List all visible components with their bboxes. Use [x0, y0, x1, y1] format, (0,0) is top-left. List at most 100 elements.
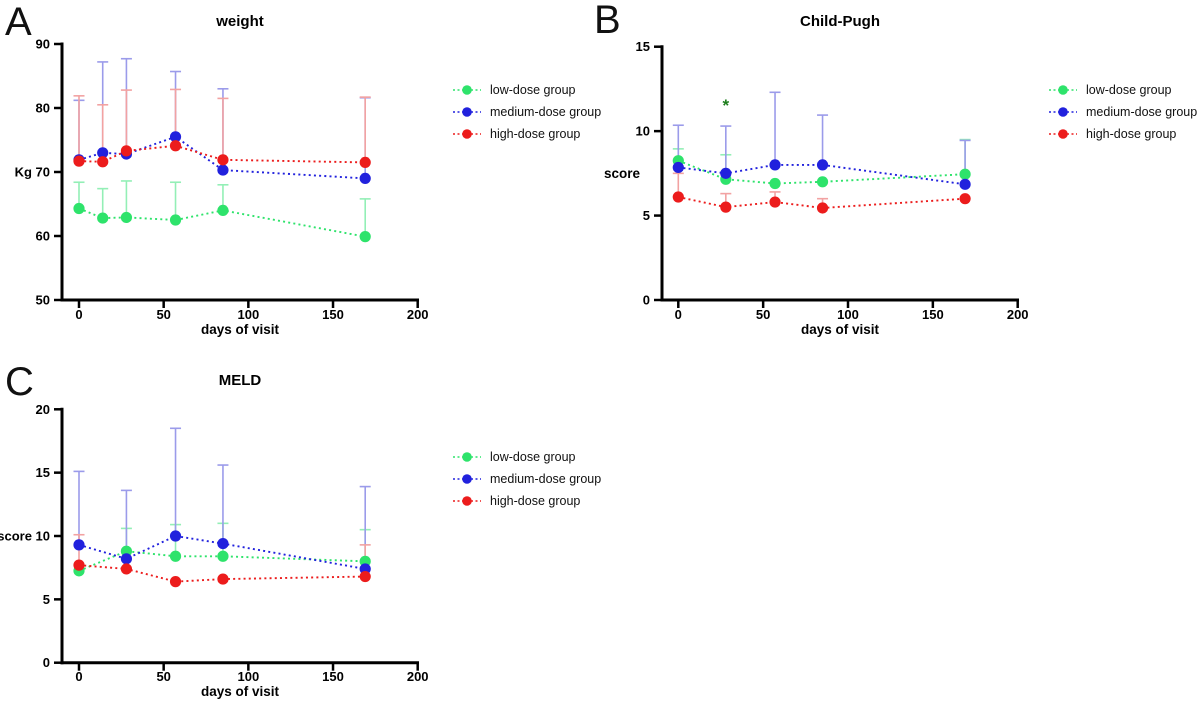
data-point: [169, 530, 182, 542]
data-point: [169, 131, 182, 143]
x-tick-label: 150: [322, 307, 344, 322]
legend-label: medium-dose group: [490, 105, 602, 119]
data-point: [769, 196, 781, 208]
data-point: [169, 140, 182, 152]
legend-dot: [462, 452, 472, 462]
legend-dot: [1058, 107, 1068, 117]
data-point: [720, 167, 732, 179]
legend-label: low-dose group: [490, 450, 576, 464]
chart-title: weight: [215, 13, 264, 30]
x-tick-label: 100: [237, 669, 259, 684]
data-point: [217, 550, 229, 562]
legend-item: low-dose group: [452, 79, 601, 101]
data-point: [120, 145, 133, 157]
data-point: [169, 550, 182, 562]
legend-item: low-dose group: [452, 446, 601, 468]
series-points-high: [73, 140, 371, 168]
series-line-medium: [78, 535, 366, 570]
legend-item: high-dose group: [452, 490, 601, 512]
legend-label: high-dose group: [1086, 127, 1177, 141]
legend-item: low-dose group: [1048, 79, 1197, 101]
error-bars-high: [672, 172, 829, 208]
legend-marker-icon: [1049, 107, 1077, 117]
data-point: [120, 553, 133, 565]
legend-item: medium-dose group: [1048, 101, 1197, 123]
data-point: [359, 156, 371, 168]
x-tick-label: 200: [1007, 307, 1029, 322]
weight-chart: 50 60 Kg 70 80 90 0 50 100 150 200 weight days of v…: [15, 13, 429, 337]
legend-label: medium-dose group: [490, 472, 602, 486]
series-line-medium: [678, 163, 966, 186]
x-tick-label: 200: [407, 669, 429, 684]
x-tick-label: 100: [237, 307, 259, 322]
y-tick-label: 5: [43, 592, 50, 607]
x-tick-label: 150: [922, 307, 944, 322]
series-line-high: [678, 196, 966, 209]
error-bars-medium: [73, 427, 371, 569]
x-tick-label: 100: [837, 307, 859, 322]
x-tick-label: 0: [675, 307, 682, 322]
data-point: [217, 204, 229, 216]
data-point: [217, 164, 229, 176]
error-bars-low: [73, 180, 371, 237]
x-axis-title: days of visit: [201, 322, 280, 337]
data-point: [816, 176, 829, 188]
y-tick-label: 20: [36, 402, 50, 417]
data-point: [769, 177, 781, 190]
series-points-low: [73, 202, 371, 243]
legend-dot: [462, 129, 472, 139]
panel-letter-c: C: [5, 360, 34, 404]
data-point: [816, 159, 829, 171]
x-tick-label: 50: [156, 669, 170, 684]
legend-marker-icon: [453, 107, 481, 117]
y-tick-label: 10: [636, 124, 650, 139]
data-point: [672, 191, 684, 203]
y-tick-label: 0: [643, 293, 650, 308]
series-points-high: [672, 191, 971, 214]
legend-label: low-dose group: [490, 83, 576, 97]
legend-dot: [1058, 129, 1068, 139]
error-bars-low: [120, 522, 371, 562]
data-point: [217, 538, 229, 550]
x-axis-title: days of visit: [801, 322, 880, 337]
legend-marker-icon: [453, 496, 481, 506]
series-points-medium: [672, 159, 971, 190]
child-pugh-chart: 0 5 10 15 score 0 50 100 150 200 Child-Pugh days of…: [604, 13, 1029, 337]
x-tick-label: 50: [156, 307, 170, 322]
y-tick-label: 90: [36, 37, 50, 52]
data-point: [120, 563, 133, 575]
data-point: [959, 193, 971, 205]
data-point: [359, 231, 371, 243]
data-point: [97, 156, 109, 168]
series-points-low: [73, 545, 371, 577]
y-tick-label: Kg 70: [15, 165, 50, 180]
legend-marker-icon: [1049, 129, 1077, 139]
x-tick-label: 0: [75, 669, 82, 684]
x-axis-title: days of visit: [201, 684, 280, 699]
legend-dot: [462, 496, 472, 506]
chart-title: MELD: [219, 372, 262, 389]
legend-item: high-dose group: [1048, 123, 1197, 145]
data-point: [959, 168, 971, 180]
legend-label: low-dose group: [1086, 83, 1172, 97]
legend-label: high-dose group: [490, 127, 581, 141]
legend-marker-icon: [453, 85, 481, 95]
data-point: [959, 178, 971, 190]
data-point: [169, 576, 182, 588]
data-point: [672, 161, 684, 174]
x-tick-label: 150: [322, 669, 344, 684]
legend-marker-icon: [453, 452, 481, 462]
legend-weight: low-dose group medium-dose group high-dose…: [452, 79, 601, 145]
data-point: [73, 202, 85, 215]
axes: 0 5 10 15 score 0 50 100 150 200 Child-Pugh days of…: [604, 13, 1029, 337]
legend-child-pugh: low-dose group medium-dose group high-dose…: [1048, 79, 1197, 145]
series-line-high: [78, 144, 366, 164]
legend-dot: [1058, 85, 1068, 95]
y-tick-label: 60: [36, 229, 50, 244]
significance-asterisk: *: [723, 96, 730, 115]
data-point: [217, 573, 229, 585]
y-axis-title: score: [604, 166, 641, 181]
legend-label: high-dose group: [490, 494, 581, 508]
legend-meld: low-dose group medium-dose group high-dose…: [452, 446, 601, 512]
